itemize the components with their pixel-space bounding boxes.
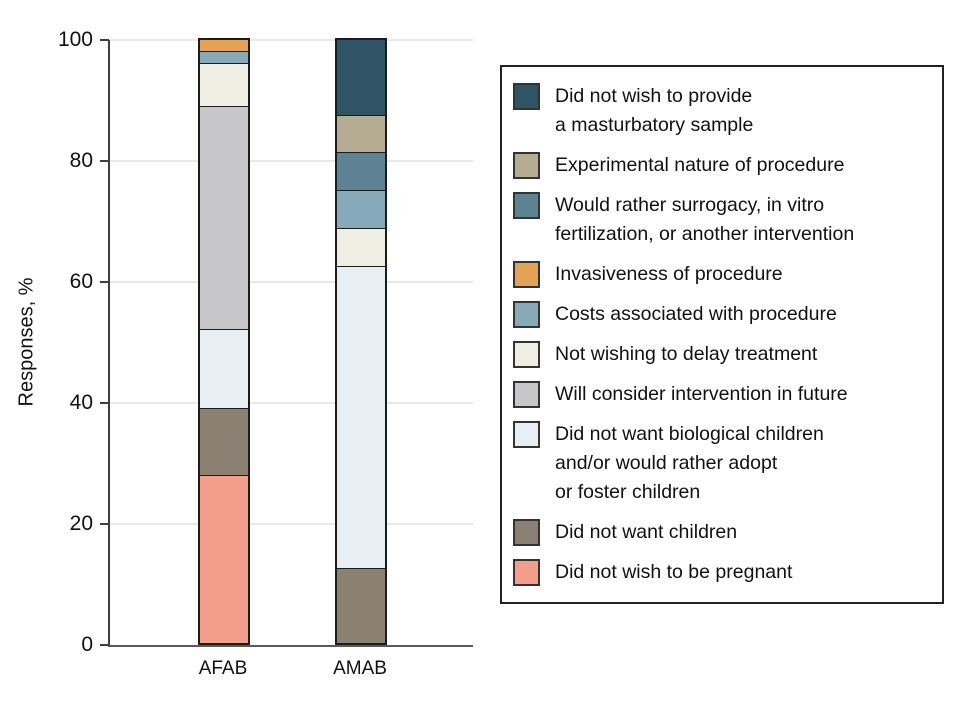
- bar-segment: [199, 63, 249, 106]
- bar-segment: [199, 39, 249, 52]
- bar-afab: [198, 38, 250, 645]
- bar-segment: [336, 568, 386, 644]
- legend-label: Experimental nature of procedure: [555, 154, 845, 176]
- y-tick-label: 80: [69, 149, 93, 172]
- x-tick-label-afab: AFAB: [198, 658, 248, 679]
- legend-swatch: [513, 381, 540, 408]
- legend-label: Did not wish to provide a masturbatory sa…: [555, 85, 754, 136]
- y-tick-label: 0: [81, 633, 93, 656]
- bar-segment: [199, 329, 249, 409]
- legend-item: Did not want children: [513, 518, 932, 547]
- legend-swatch: [513, 152, 540, 179]
- legend-swatch: [513, 559, 540, 586]
- y-tick-mark: [100, 402, 109, 404]
- legend-item: Experimental nature of procedure: [513, 151, 932, 180]
- legend-label: Would rather surrogacy, in vitro fertiliz…: [555, 194, 855, 245]
- y-axis-title: Responses, %: [15, 277, 38, 407]
- legend-swatch: [513, 301, 540, 328]
- bar-segment: [336, 265, 386, 569]
- y-tick-label: 60: [69, 270, 93, 293]
- bar-segment: [336, 228, 386, 266]
- legend-swatch: [513, 519, 540, 546]
- bar-segment: [199, 474, 249, 644]
- gridline: [110, 402, 473, 404]
- y-tick-mark: [100, 281, 109, 283]
- y-tick-mark: [100, 160, 109, 162]
- legend-label: Did not want biological children and/or w…: [555, 423, 824, 503]
- legend-item: Not wishing to delay treatment: [513, 340, 932, 369]
- x-tick-label-amab: AMAB: [333, 658, 387, 679]
- legend-swatch: [513, 192, 540, 219]
- legend-label: Did not wish to be pregnant: [555, 561, 793, 583]
- bar-segment: [199, 105, 249, 330]
- bar-segment: [336, 114, 386, 153]
- bar-segment: [199, 51, 249, 64]
- legend-item: Did not want biological children and/or w…: [513, 420, 932, 507]
- legend-swatch: [513, 421, 540, 448]
- gridline: [110, 39, 473, 41]
- bar-amab: [335, 38, 387, 645]
- y-tick-label: 40: [69, 391, 93, 414]
- y-tick-mark: [100, 523, 109, 525]
- legend-label: Not wishing to delay treatment: [555, 343, 818, 365]
- legend-item: Did not wish to be pregnant: [513, 558, 932, 587]
- legend-swatch: [513, 341, 540, 368]
- legend-label: Did not want children: [555, 521, 738, 543]
- legend-item: Will consider intervention in future: [513, 380, 932, 409]
- bar-segment: [336, 39, 386, 115]
- bar-segment: [199, 408, 249, 475]
- bar-segment: [336, 190, 386, 229]
- y-tick-label: 100: [57, 28, 93, 51]
- gridline: [110, 160, 473, 162]
- legend-label: Will consider intervention in future: [555, 383, 848, 405]
- gridline: [110, 523, 473, 525]
- y-tick-mark: [100, 39, 109, 41]
- y-tick-mark: [100, 644, 109, 646]
- gridline: [110, 281, 473, 283]
- legend-swatch: [513, 83, 540, 110]
- legend-swatch: [513, 261, 540, 288]
- legend-item: Did not wish to provide a masturbatory sa…: [513, 82, 932, 140]
- legend-item: Invasiveness of procedure: [513, 260, 932, 289]
- legend-label: Invasiveness of procedure: [555, 263, 783, 285]
- plot-area: 0 20 40 60 80 100 AFAB AMAB: [58, 28, 473, 679]
- legend-item: Costs associated with procedure: [513, 300, 932, 329]
- legend: Did not wish to provide a masturbatory sa…: [500, 65, 944, 604]
- y-tick-label: 20: [69, 512, 93, 535]
- legend-label: Costs associated with procedure: [555, 303, 837, 325]
- legend-item: Would rather surrogacy, in vitro fertiliz…: [513, 191, 932, 249]
- bar-segment: [336, 152, 386, 191]
